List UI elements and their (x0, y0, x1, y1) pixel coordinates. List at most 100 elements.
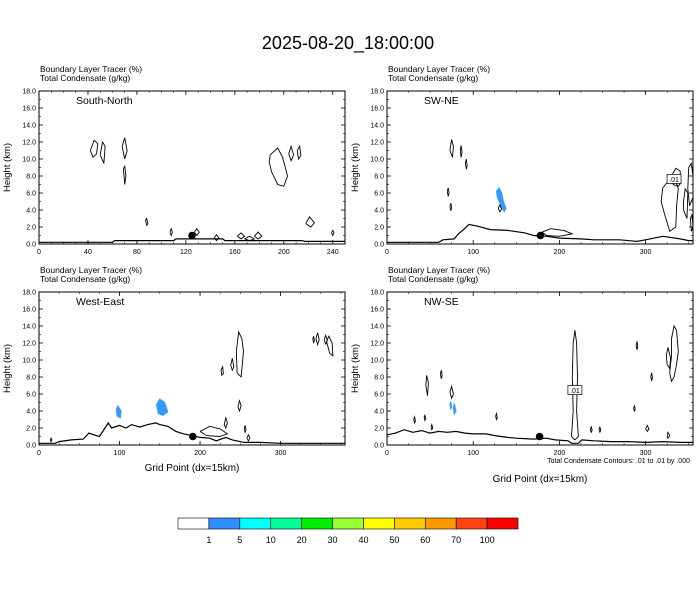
condensate-contour (687, 161, 693, 206)
y-tick-label: 6.0 (374, 191, 384, 198)
x-tick-label: 240 (327, 249, 339, 256)
colorbar-swatch (177, 517, 210, 530)
contour-label: .01 (669, 177, 679, 184)
y-tick-label: 10.0 (22, 157, 36, 164)
condensate-contour (459, 145, 463, 158)
y-tick-label: 2.0 (26, 426, 36, 433)
colorbar-label: 60 (420, 535, 430, 545)
condensate-contour (683, 187, 689, 219)
colorbar-swatch (332, 517, 364, 530)
condensate-contour (331, 229, 335, 237)
colorbar-label: 40 (358, 535, 368, 545)
condensate-contour (449, 203, 453, 211)
y-tick-label: 4.0 (374, 208, 384, 215)
condensate-contour (323, 334, 328, 346)
condensate-contour (243, 425, 247, 434)
condensate-contour (665, 347, 672, 370)
colorbar-swatch (363, 517, 395, 530)
condensate-contour (446, 187, 450, 197)
condensate-contour (645, 424, 650, 433)
panel-label-tracer: Boundary Layer Tracer (%) (40, 265, 142, 275)
condensate-contour (123, 165, 127, 185)
y-axis-label: Height (km) (350, 143, 361, 192)
condensate-contour (449, 139, 454, 158)
terrain-line (39, 421, 345, 444)
figure-title: 2025-08-20_18:00:00 (262, 33, 434, 54)
y-axis-label: Height (km) (350, 344, 361, 393)
condensate-contour (121, 137, 128, 160)
x-tick-label: 0 (37, 450, 41, 457)
y-tick-label: 6.0 (374, 392, 384, 399)
panel-title: West-East (76, 296, 124, 308)
condensate-contour (650, 372, 653, 382)
panel-title: SW-NE (424, 95, 459, 107)
x-tick-label: 100 (467, 249, 479, 256)
y-tick-label: 6.0 (26, 392, 36, 399)
footnote: Total Condensate Contours: .01 to .01 by… (547, 458, 690, 465)
condensate-contour (169, 227, 173, 237)
y-tick-label: 18.0 (370, 290, 384, 297)
x-tick-label: 80 (133, 249, 141, 256)
condensate-contour (423, 414, 427, 422)
location-marker (188, 231, 196, 240)
x-tick-label: 160 (229, 249, 241, 256)
condensate-contour (254, 231, 263, 240)
condensate-contour (660, 178, 679, 233)
tracer-region (115, 404, 122, 419)
condensate-contour (497, 203, 503, 213)
y-tick-label: 0.0 (26, 242, 36, 249)
x-tick-label: 200 (194, 450, 206, 457)
condensate-contour (89, 139, 99, 159)
x-tick-label: 200 (554, 249, 566, 256)
y-tick-label: 4.0 (374, 409, 384, 416)
y-tick-label: 2.0 (26, 225, 36, 232)
condensate-contour (464, 158, 468, 170)
panel-label-tracer: Boundary Layer Tracer (%) (388, 64, 490, 74)
plot-frame (38, 291, 346, 446)
panel-label-condensate: Total Condensate (g/kg) (388, 274, 478, 284)
x-tick-label: 200 (278, 249, 290, 256)
condensate-contour (312, 336, 315, 344)
plot-area (39, 330, 345, 444)
condensate-contour (213, 233, 220, 242)
condensate-contour (99, 140, 106, 164)
plot-frame (386, 90, 694, 245)
y-tick-label: 4.0 (26, 208, 36, 215)
contour-label-box (567, 385, 583, 395)
tracer-region (156, 398, 169, 416)
plot-area (39, 137, 345, 243)
y-tick-label: 14.0 (22, 324, 36, 331)
condensate-contour (635, 341, 639, 350)
y-tick-label: 2.0 (374, 426, 384, 433)
tracer-region (449, 401, 453, 410)
y-tick-label: 10.0 (370, 358, 384, 365)
condensate-contour (246, 433, 251, 442)
condensate-contour (230, 358, 235, 372)
y-tick-label: 8.0 (374, 375, 384, 382)
x-tick-label: 0 (385, 249, 389, 256)
plot-frame (386, 291, 694, 446)
condensate-contour (236, 232, 246, 240)
y-tick-label: 18.0 (370, 89, 384, 96)
condensate-contour (296, 144, 302, 161)
panel-label-condensate: Total Condensate (g/kg) (388, 73, 478, 83)
x-axis-label: Grid Point (dx=15km) (145, 463, 240, 474)
condensate-contour (244, 235, 256, 242)
y-tick-label: 12.0 (22, 341, 36, 348)
condensate-contour (413, 415, 416, 425)
condensate-contour (633, 404, 636, 413)
condensate-contour (425, 375, 429, 396)
colorbar-label: 20 (297, 535, 307, 545)
plot-area (387, 324, 693, 444)
condensate-contour (589, 426, 593, 434)
condensate-contour (598, 425, 602, 434)
x-tick-label: 120 (180, 249, 192, 256)
y-tick-label: 14.0 (370, 324, 384, 331)
condensate-contour (220, 365, 224, 377)
panel-west-east: Boundary Layer Tracer (%)Total Condensat… (2, 265, 346, 474)
y-tick-label: 18.0 (22, 290, 36, 297)
colorbar-swatch (486, 517, 519, 530)
tracer-region (452, 403, 457, 417)
condensate-contour (288, 144, 295, 162)
